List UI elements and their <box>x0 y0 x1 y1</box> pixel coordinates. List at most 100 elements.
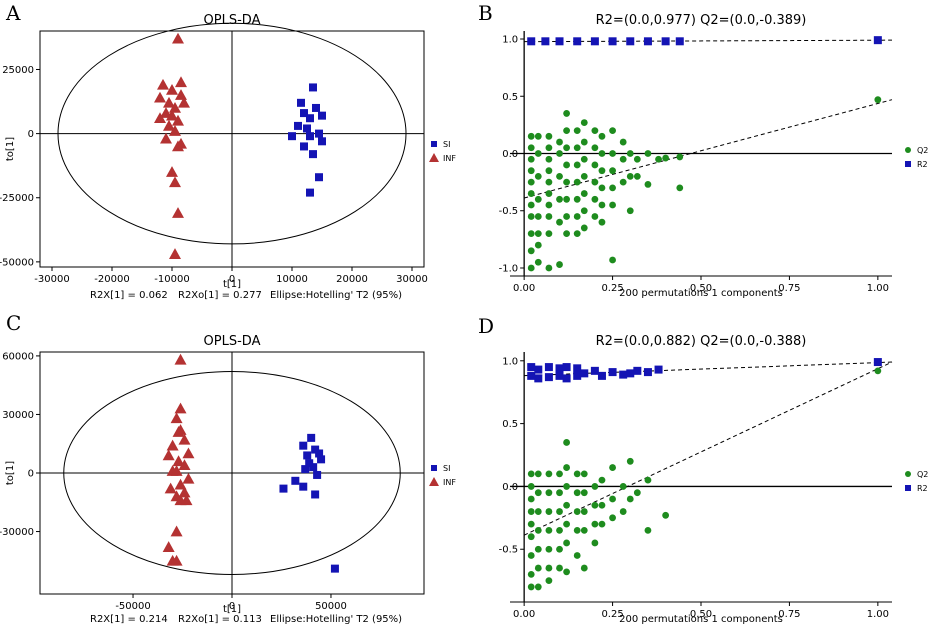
data-point-q2 <box>573 489 581 497</box>
data-point-q2 <box>598 476 606 484</box>
data-point-q2 <box>534 583 542 591</box>
data-point-q2 <box>874 367 882 375</box>
y-tick-label: -25000 <box>0 193 34 204</box>
data-point-q2 <box>545 489 553 497</box>
footer-stat: R2X[1] = 0.062 <box>90 290 168 301</box>
y-tick-label: 1.0 <box>502 356 518 367</box>
data-point-inf <box>178 459 191 470</box>
data-point-q2 <box>591 127 599 135</box>
y-tick-label: 30000 <box>2 410 34 421</box>
data-point-q2 <box>676 153 684 161</box>
legend-label: INF <box>443 478 456 487</box>
data-point-q2 <box>580 138 588 146</box>
panel-letter-d: D <box>478 314 494 338</box>
x-axis-label: 200 permutations 1 components <box>619 288 783 299</box>
data-point-q2 <box>573 213 581 220</box>
data-point-q2 <box>545 526 553 534</box>
data-point-q2 <box>644 150 652 157</box>
data-point-q2 <box>573 178 581 186</box>
data-point-r2 <box>555 371 564 380</box>
panel-letter-a: A <box>5 1 21 25</box>
data-point-q2 <box>556 138 563 146</box>
legend-label: R2 <box>917 160 928 169</box>
data-point-q2 <box>527 264 535 272</box>
data-point-q2 <box>534 545 542 553</box>
chart-title: R2=(0.0,0.977) Q2=(0.0,-0.389) <box>596 13 807 28</box>
data-point-r2 <box>544 363 553 372</box>
data-point-q2 <box>556 150 563 157</box>
data-point-r2 <box>527 37 536 46</box>
data-point-q2 <box>598 150 606 157</box>
data-point-q2 <box>556 218 563 226</box>
data-point-q2 <box>580 224 588 232</box>
data-point-q2 <box>619 138 627 146</box>
data-point-q2 <box>591 213 599 220</box>
legend-marker-r2 <box>905 485 911 491</box>
data-point-q2 <box>609 514 616 522</box>
data-point-inf <box>178 433 191 445</box>
data-point-q2 <box>563 178 570 186</box>
data-point-q2 <box>527 155 535 163</box>
data-point-si <box>303 124 311 133</box>
data-point-q2 <box>591 161 599 169</box>
data-point-q2 <box>556 261 563 268</box>
data-point-q2 <box>556 508 563 515</box>
x-tick-label: 0.75 <box>778 609 800 620</box>
data-point-q2 <box>644 526 652 534</box>
data-point-q2 <box>591 195 599 203</box>
data-point-q2 <box>563 110 570 117</box>
data-point-si <box>291 476 300 485</box>
footer-stat: R2Xo[1] = 0.113 <box>178 614 262 625</box>
data-point-r2 <box>562 363 571 372</box>
data-point-si <box>311 490 320 499</box>
data-point-q2 <box>545 230 553 238</box>
x-tick-label: 0.25 <box>601 283 623 294</box>
y-tick-label: -0.5 <box>499 206 519 217</box>
data-point-q2 <box>563 213 570 220</box>
data-point-inf <box>180 494 193 506</box>
data-point-q2 <box>556 489 563 497</box>
data-point-r2 <box>555 364 564 373</box>
data-point-q2 <box>580 489 588 497</box>
data-point-q2 <box>527 178 535 186</box>
data-point-inf <box>160 132 172 144</box>
data-point-si <box>309 150 317 159</box>
data-point-q2 <box>545 545 553 553</box>
data-point-inf <box>157 78 169 90</box>
data-point-q2 <box>573 508 581 515</box>
data-point-inf <box>170 554 183 566</box>
legend-marker-q2 <box>905 471 911 477</box>
data-point-q2 <box>655 155 662 163</box>
data-point-r2 <box>597 371 606 380</box>
data-point-inf <box>172 32 184 44</box>
data-point-q2 <box>545 577 553 585</box>
data-point-inf <box>154 91 166 103</box>
data-point-q2 <box>598 218 606 226</box>
x-tick-label: 30000 <box>396 274 428 285</box>
y-tick-label: 60000 <box>2 351 34 362</box>
data-point-q2 <box>534 132 542 140</box>
data-point-r2 <box>626 369 635 378</box>
data-point-q2 <box>545 564 553 572</box>
data-point-q2 <box>534 258 542 266</box>
data-point-q2 <box>563 161 570 169</box>
data-point-q2 <box>545 132 553 140</box>
data-point-q2 <box>556 545 563 553</box>
data-point-r2 <box>654 365 663 374</box>
data-point-si <box>297 98 305 107</box>
y-tick-label: 0 <box>28 469 34 480</box>
data-point-q2 <box>662 154 670 162</box>
data-point-inf <box>174 402 187 414</box>
data-point-q2 <box>534 172 542 180</box>
data-point-si <box>306 188 314 197</box>
data-point-inf <box>174 478 187 490</box>
data-point-q2 <box>563 568 570 576</box>
data-point-si <box>313 470 322 479</box>
data-point-inf <box>182 447 195 459</box>
data-point-r2 <box>527 363 536 372</box>
data-point-q2 <box>545 190 553 197</box>
data-point-q2 <box>563 127 570 135</box>
data-point-q2 <box>563 195 570 203</box>
x-tick-label: 0 <box>229 274 235 285</box>
data-point-q2 <box>534 230 542 238</box>
